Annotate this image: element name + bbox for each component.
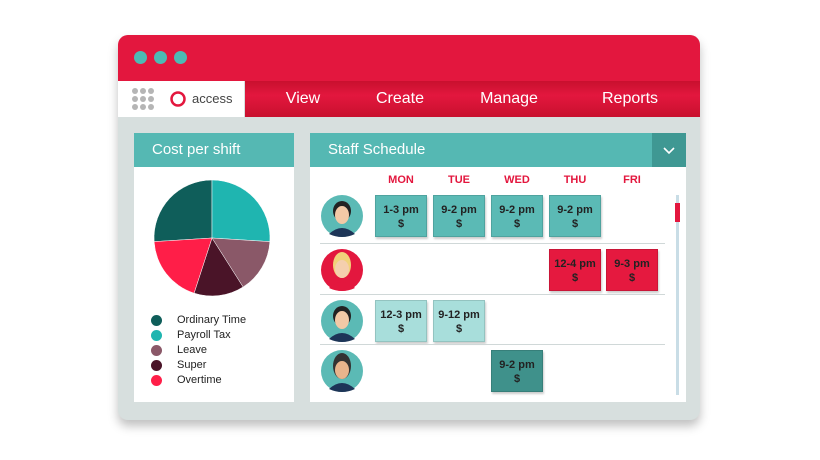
- pie-slice: [211, 179, 271, 242]
- shift-rate: $: [628, 272, 636, 284]
- legend-swatch: [151, 345, 162, 356]
- pie-chart: [153, 179, 271, 297]
- shift-time: 9-2 pm: [499, 359, 535, 371]
- avatar-body: [329, 282, 355, 291]
- day-header: FRI: [623, 174, 641, 186]
- day-header: THU: [563, 174, 587, 186]
- scrollbar[interactable]: [676, 195, 679, 395]
- row-separator: [320, 294, 665, 295]
- avatar-face: [335, 361, 349, 379]
- row-separator: [320, 243, 665, 244]
- shift-card[interactable]: 9-2 pm $: [491, 350, 543, 392]
- day-header: TUE: [448, 174, 470, 186]
- legend-label: Leave: [177, 344, 207, 356]
- shift-card[interactable]: 1-3 pm $: [375, 195, 427, 237]
- shift-card[interactable]: 9-3 pm $: [606, 249, 658, 291]
- legend-swatch: [151, 360, 162, 371]
- title-bar: [118, 35, 700, 81]
- row-separator: [320, 344, 665, 345]
- brand-tab: access: [118, 81, 244, 117]
- day-header: WED: [504, 174, 530, 186]
- shift-rate: $: [397, 218, 405, 230]
- window-dot: [154, 51, 167, 64]
- legend-swatch: [151, 330, 162, 341]
- shift-time: 9-12 pm: [438, 309, 480, 321]
- nav-bar: View Create Manage Reports: [245, 81, 700, 117]
- avatar-body: [329, 383, 355, 392]
- dropdown-button[interactable]: [652, 133, 686, 167]
- avatar: [321, 195, 363, 237]
- avatar: [321, 350, 363, 392]
- avatar-face: [335, 260, 349, 278]
- shift-card[interactable]: 9-2 pm $: [433, 195, 485, 237]
- scroll-thumb[interactable]: [675, 203, 680, 222]
- shift-rate: $: [513, 373, 521, 385]
- shift-time: 9-2 pm: [499, 204, 535, 216]
- shift-card[interactable]: 9-12 pm $: [433, 300, 485, 342]
- avatar-face: [335, 311, 349, 329]
- menu-item[interactable]: Manage: [480, 90, 538, 107]
- shift-time: 9-3 pm: [614, 258, 650, 270]
- shift-rate: $: [455, 323, 463, 335]
- legend-label: Ordinary Time: [177, 314, 247, 326]
- avatar: [321, 300, 363, 342]
- shift-rate: $: [571, 218, 579, 230]
- legend-label: Payroll Tax: [177, 329, 231, 341]
- shift-time: 12-3 pm: [380, 309, 422, 321]
- avatar-face: [335, 206, 349, 224]
- shift-time: 12-4 pm: [554, 258, 596, 270]
- menu-item[interactable]: Create: [375, 90, 425, 107]
- legend-swatch: [151, 315, 162, 326]
- shift-rate: $: [455, 218, 463, 230]
- shift-rate: $: [397, 323, 405, 335]
- pie-slice: [211, 237, 271, 288]
- legend-label: Overtime: [177, 374, 222, 386]
- shift-card[interactable]: 12-3 pm $: [375, 300, 427, 342]
- shift-card[interactable]: 9-2 pm $: [491, 195, 543, 237]
- shift-rate: $: [513, 218, 521, 230]
- window-dot: [174, 51, 187, 64]
- day-header: MON: [388, 174, 414, 186]
- brand-logo: access: [132, 88, 233, 110]
- window-dot: [134, 51, 147, 64]
- panel-title: Staff Schedule: [310, 133, 686, 167]
- chevron-icon: [663, 147, 675, 155]
- brand-name: access: [192, 91, 233, 106]
- shift-time: 1-3 pm: [383, 204, 419, 216]
- avatar-body: [329, 333, 355, 342]
- shift-rate: $: [571, 272, 579, 284]
- menu-item[interactable]: Reports: [601, 90, 659, 107]
- shift-card[interactable]: 12-4 pm $: [549, 249, 601, 291]
- avatar: [321, 249, 363, 291]
- pie-slice: [193, 237, 244, 297]
- shift-time: 9-2 pm: [441, 204, 477, 216]
- legend-swatch: [151, 375, 162, 386]
- shift-card[interactable]: 9-2 pm $: [549, 195, 601, 237]
- legend-label: Super: [177, 359, 207, 371]
- pie-slice: [153, 237, 213, 294]
- avatar-body: [329, 228, 355, 237]
- pie-slice: [153, 179, 213, 242]
- shift-time: 9-2 pm: [557, 204, 593, 216]
- panel-title: Cost per shift: [134, 133, 294, 167]
- menu-item[interactable]: View: [285, 90, 321, 107]
